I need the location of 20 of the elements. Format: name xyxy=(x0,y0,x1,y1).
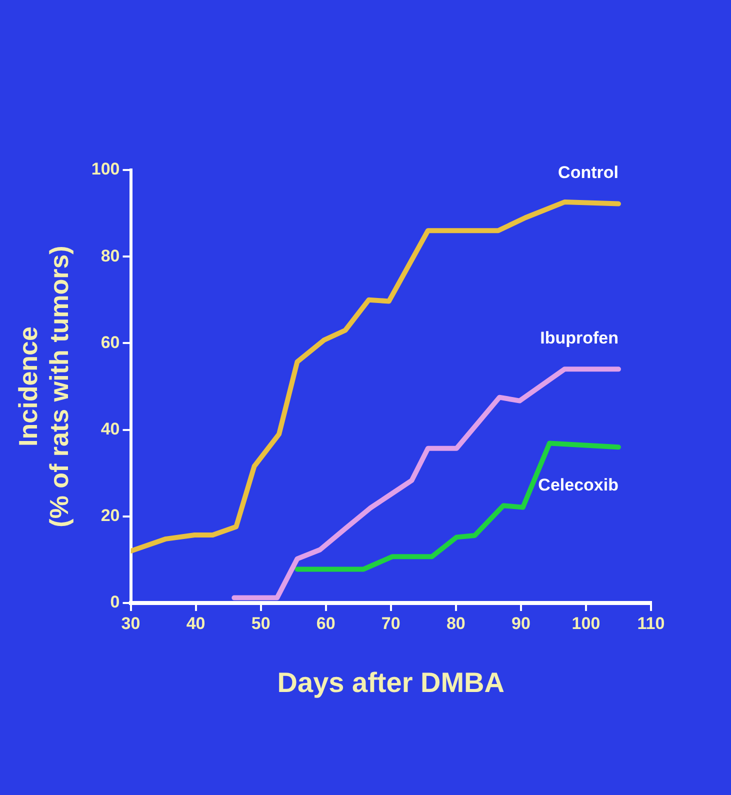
series-label: Ibuprofen xyxy=(540,328,618,348)
x-tick-label: 70 xyxy=(381,614,400,633)
series-label: Control xyxy=(558,162,618,182)
y-tick-label: 0 xyxy=(110,592,120,612)
x-tick-label: 80 xyxy=(446,614,466,633)
x-tick-label: 50 xyxy=(251,614,270,633)
x-tick-label: 90 xyxy=(511,614,530,633)
y-tick-label: 80 xyxy=(100,246,120,266)
x-tick-label: 60 xyxy=(316,614,336,633)
series-label: Celecoxib xyxy=(538,475,618,494)
x-axis-title: Days after DMBA xyxy=(277,666,504,698)
y-tick-label: 20 xyxy=(100,506,120,526)
x-tick-label: 30 xyxy=(121,614,140,633)
y-tick-label: 40 xyxy=(100,419,120,438)
x-tick-label: 100 xyxy=(572,614,600,633)
y-tick-label: 60 xyxy=(100,332,120,352)
y-tick-label: 100 xyxy=(91,160,120,179)
y-axis-title: Incidence (% of rats with tumors) xyxy=(12,246,74,528)
x-tick-label: 110 xyxy=(637,614,665,633)
x-tick-label: 40 xyxy=(186,614,206,633)
